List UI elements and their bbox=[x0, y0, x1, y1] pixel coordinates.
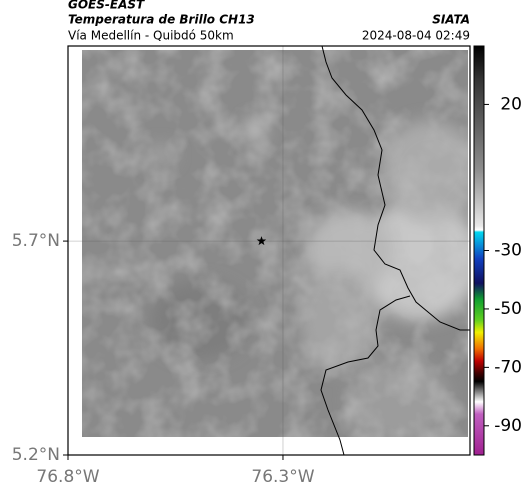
x-tick-label: 76.8°W bbox=[36, 467, 99, 487]
location-marker bbox=[256, 236, 267, 246]
colorbar bbox=[473, 45, 485, 456]
y-tick-label: 5.2°N bbox=[12, 445, 60, 465]
colorbar-tick-label: -30 bbox=[494, 241, 522, 261]
datetime: 2024-08-04 02:49 bbox=[362, 29, 470, 43]
satellite: GOES-EAST bbox=[68, 0, 145, 12]
borders bbox=[320, 45, 470, 456]
subtitle: Vía Medellín - Quibdó 50km bbox=[68, 29, 234, 43]
source: SIATA bbox=[432, 13, 470, 27]
y-tick-label: 5.7°N bbox=[12, 231, 60, 251]
colorbar-tick-label: 20 bbox=[500, 94, 522, 114]
satellite-image bbox=[82, 50, 468, 437]
colorbar-tick-label: -70 bbox=[494, 357, 522, 377]
colorbar-tick-label: -90 bbox=[494, 416, 522, 436]
product: Temperatura de Brillo CH13 bbox=[68, 13, 255, 27]
x-tick-label: 76.3°W bbox=[251, 467, 314, 487]
colorbar-tick-label: -50 bbox=[494, 299, 522, 319]
map-frame bbox=[67, 45, 471, 456]
